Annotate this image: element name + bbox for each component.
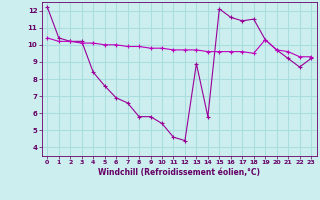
X-axis label: Windchill (Refroidissement éolien,°C): Windchill (Refroidissement éolien,°C) xyxy=(98,168,260,177)
